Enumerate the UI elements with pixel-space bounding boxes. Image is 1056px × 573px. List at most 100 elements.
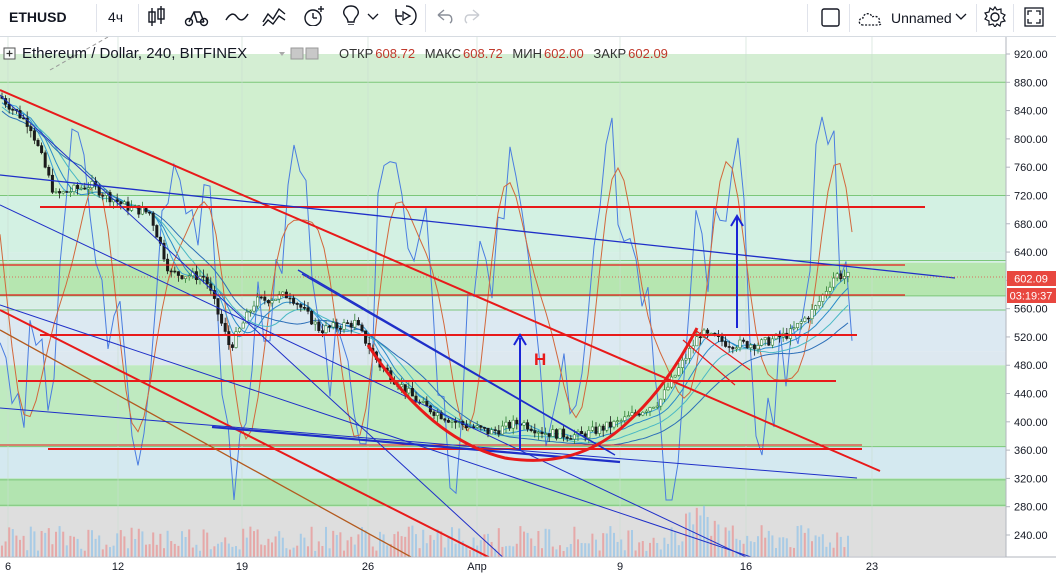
volume-bar <box>638 542 641 557</box>
volume-bar <box>73 536 75 557</box>
volume-bar <box>735 538 738 557</box>
candle-body <box>270 300 274 304</box>
close-value: 602.09 <box>628 46 668 61</box>
top-toolbar: ETHUSD 4ч <box>0 0 1056 37</box>
price-tick-label: 920.00 <box>1014 49 1048 61</box>
candle-body <box>479 425 483 428</box>
candle-body <box>601 425 605 431</box>
volume-bar <box>62 531 65 557</box>
volume-bar <box>159 533 162 557</box>
candle-body <box>666 386 670 391</box>
volume-bar <box>656 542 659 557</box>
candle-body <box>79 187 83 190</box>
candle-body <box>655 405 659 408</box>
trend-line <box>0 329 413 557</box>
volume-bar <box>674 532 677 557</box>
collapse-icon[interactable] <box>3 47 17 61</box>
volume-bar <box>325 526 327 557</box>
volume-bar <box>613 532 615 557</box>
price-tick-label: 760.00 <box>1014 162 1048 174</box>
volume-bar <box>166 530 169 557</box>
volume-bar <box>692 524 695 557</box>
volume-bar <box>681 541 684 557</box>
volume-bar <box>501 546 504 557</box>
cloud-icon[interactable] <box>856 8 882 30</box>
candle-body <box>551 429 555 437</box>
compare-icon[interactable] <box>260 4 286 26</box>
candle-body <box>320 330 324 334</box>
candle-body <box>50 174 54 193</box>
gear-icon[interactable] <box>983 5 1009 27</box>
redo-icon[interactable] <box>461 7 487 29</box>
candle-body <box>338 327 342 330</box>
volume-bar <box>429 535 432 557</box>
volume-bar <box>515 543 518 557</box>
candle-body <box>544 433 548 435</box>
volume-bar <box>379 531 381 557</box>
candles-icon[interactable] <box>146 6 172 28</box>
legend-buttons-icon[interactable] <box>290 47 320 61</box>
indicators-icon[interactable] <box>183 6 209 28</box>
candle-body <box>756 345 760 350</box>
interval-selector[interactable]: 4ч <box>108 9 124 25</box>
volume-bar <box>393 534 396 557</box>
volume-bar <box>119 530 122 557</box>
candle-body <box>331 322 335 328</box>
open-label: ОТКР <box>339 46 374 61</box>
volume-bar <box>55 531 57 557</box>
volume-bar <box>807 528 810 557</box>
drawing-icon[interactable] <box>224 6 250 28</box>
candle-body <box>76 184 80 189</box>
volume-bar <box>339 532 342 557</box>
last-price-badge <box>1007 271 1056 286</box>
candle-body <box>155 225 159 238</box>
chart-grid <box>7 37 873 557</box>
volume-bar <box>760 525 763 557</box>
time-axis[interactable] <box>0 557 1006 573</box>
volume-bar <box>332 530 335 557</box>
volume-bar <box>209 549 212 557</box>
undo-icon[interactable] <box>434 7 460 29</box>
candle-body <box>803 317 807 322</box>
caret-icon[interactable] <box>278 50 286 58</box>
candle-body <box>40 145 44 154</box>
symbol-search[interactable]: ETHUSD <box>9 9 67 25</box>
price-tick-label: 480.00 <box>1014 360 1048 372</box>
candle-body <box>299 304 303 308</box>
candle-body <box>500 425 504 435</box>
idea-icon[interactable] <box>340 3 366 25</box>
candle-body <box>119 201 123 205</box>
chevron-down-icon[interactable] <box>954 10 980 32</box>
chevron-down-icon[interactable] <box>366 10 392 32</box>
candle-body <box>425 401 429 407</box>
candle-body <box>335 322 339 329</box>
volume-bar <box>371 546 374 557</box>
candle-body <box>720 336 724 342</box>
volume-bar <box>271 542 273 557</box>
checkbox-icon[interactable] <box>820 7 846 29</box>
candle-body <box>356 320 360 326</box>
trend-line <box>0 174 956 279</box>
toolbar-divider <box>807 4 808 32</box>
volume-bar <box>469 550 471 557</box>
fullscreen-icon[interactable] <box>1022 5 1048 27</box>
layout-name[interactable]: Unnamed <box>891 10 952 26</box>
candle-body <box>216 298 220 315</box>
volume-bar <box>746 535 749 557</box>
volume-bar <box>26 550 29 557</box>
candle-body <box>144 207 148 213</box>
price-chart[interactable]: 920.00 880.00 840.00 800.00 760.00 720.00 680.… <box>0 37 1056 573</box>
volume-bar <box>465 545 468 557</box>
candle-body <box>400 384 404 388</box>
toolbar-divider <box>96 4 97 32</box>
candle-body <box>184 276 188 279</box>
candle-body <box>238 327 242 332</box>
replay-icon[interactable] <box>393 3 419 25</box>
volume-bar <box>307 546 309 557</box>
candle-body <box>446 419 450 423</box>
candle-body <box>443 418 447 421</box>
volume-bar <box>530 538 533 557</box>
trend-line <box>0 309 491 557</box>
volume-bar <box>123 536 126 557</box>
alert-icon[interactable] <box>301 4 327 26</box>
